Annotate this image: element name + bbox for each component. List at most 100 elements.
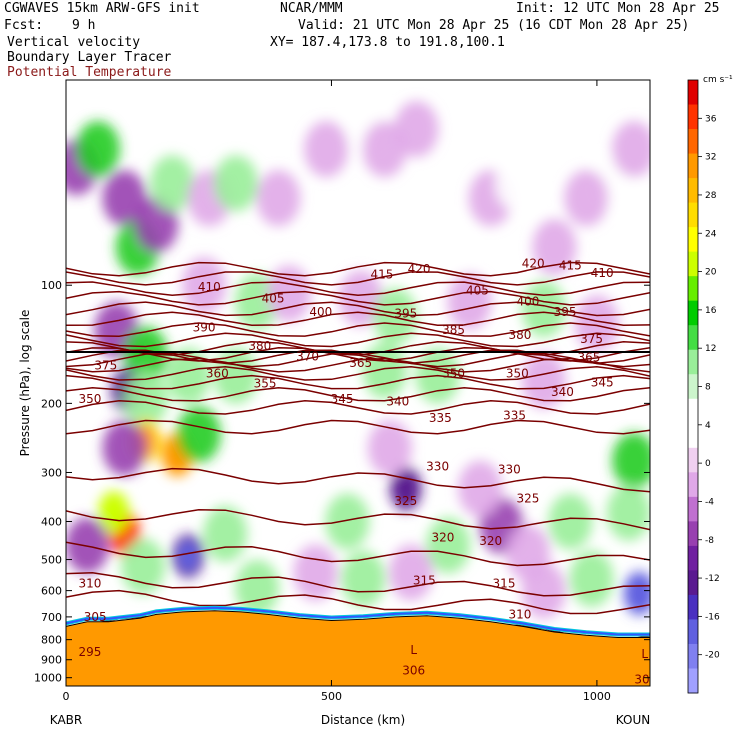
theta-label: 375: [580, 332, 603, 346]
theta-label: 315: [493, 576, 516, 590]
w-cell: [66, 517, 110, 574]
colorbar-tick-label: 8: [705, 383, 711, 393]
colorbar-swatch: [688, 104, 698, 130]
w-cell: [182, 257, 227, 314]
colorbar-tick-label: -8: [705, 536, 714, 546]
w-cell: [564, 170, 609, 227]
theta-contour-410: [66, 281, 650, 297]
theta-label: 400: [516, 294, 539, 308]
colorbar-swatch: [688, 619, 698, 645]
theta-label: 410: [198, 280, 221, 294]
w-cell: [256, 170, 301, 227]
w-cell: [341, 550, 386, 607]
colorbar-tick-label: 32: [705, 153, 716, 163]
theta-label: 330: [426, 460, 449, 474]
field-vertical-velocity: Vertical velocity: [7, 35, 141, 50]
x-left-station: KABR: [50, 713, 82, 727]
theta-label: 415: [559, 258, 582, 272]
colorbar-swatch: [688, 202, 698, 228]
theta-label: 345: [331, 392, 354, 406]
y-tick-label: 200: [41, 397, 62, 410]
terrain: [66, 605, 650, 686]
w-cell: [176, 406, 221, 463]
terrain-fill: [66, 610, 650, 686]
colorbar-swatch: [688, 178, 698, 204]
theta-label: 365: [349, 356, 372, 370]
model-title: CGWAVES 15km ARW-GFS init: [4, 1, 200, 16]
w-cell: [447, 273, 492, 330]
w-cell: [102, 170, 147, 227]
colorbar-swatch: [688, 80, 698, 106]
colorbar-swatch: [688, 545, 698, 571]
theta-contour-380: [66, 341, 650, 356]
w-cell: [325, 493, 370, 550]
theta-label: 350: [506, 367, 529, 381]
plot-area: 410 415 420 420 415 410 405 405 400 400 395 395 390 3…: [66, 80, 650, 686]
theta-contour-345: [66, 386, 650, 402]
x-axis: 0 500 1000: [63, 80, 611, 703]
colorbar-swatch: [688, 570, 698, 596]
theta-label: 335: [503, 409, 526, 423]
theta-contour-330: [66, 467, 650, 493]
theta-contour-315: [66, 571, 650, 597]
colorbar-swatch: [688, 643, 698, 669]
colorbar-tick-label: -12: [705, 574, 720, 584]
colorbar-swatch: [688, 668, 698, 694]
theta-label: 360: [206, 367, 229, 381]
theta-contour-400: [66, 301, 650, 317]
colorbar-tick-label: 20: [705, 268, 717, 278]
w-cell-core: [395, 472, 416, 505]
y-tick-label: 500: [41, 554, 62, 567]
theta-contour-355: [66, 365, 650, 381]
theta-label: 306: [402, 664, 425, 678]
theta-label: 325: [516, 492, 539, 506]
theta-label: 310: [508, 607, 531, 621]
colorbar-tick-label: 28: [705, 191, 717, 201]
theta-contour-375: [66, 346, 650, 362]
valid-time: Valid: 21 UTC Mon 28 Apr 25 (16 CDT Mon …: [298, 18, 690, 33]
y-tick-label: 900: [41, 654, 62, 667]
theta-label: 350: [78, 392, 101, 406]
theta-label: 420: [408, 262, 431, 276]
xy-range: XY= 187.4,173.8 to 191.8,100.1: [270, 35, 505, 50]
w-cell: [426, 219, 471, 276]
colorbar-swatch: [688, 472, 698, 498]
colorbar-tick-label: 36: [705, 114, 717, 124]
w-cell-core: [103, 496, 124, 529]
theta-contour-320: [66, 541, 650, 567]
theta-contour-340: [66, 399, 650, 415]
colorbar-tick-label: 4: [705, 421, 711, 431]
colorbar-swatch: [688, 521, 698, 547]
theta-label: 400: [309, 305, 332, 319]
w-cell: [495, 155, 540, 212]
theta-label: 325: [394, 494, 417, 508]
w-cell: [102, 420, 147, 477]
theta-labels: 410 415 420 420 415 410 405 405 400 400 395 395 390 3…: [78, 256, 649, 686]
theta-label: L: [641, 647, 648, 661]
theta-label: 405: [466, 283, 489, 297]
colorbar-swatch: [688, 251, 698, 277]
w-cell: [612, 121, 650, 178]
init-time: Init: 12 UTC Mon 28 Apr 25: [516, 1, 720, 16]
w-cell: [521, 352, 566, 409]
w-cell: [612, 432, 650, 489]
y-tick-label: 100: [41, 279, 62, 292]
theta-label: 405: [262, 291, 285, 305]
colorbar-tick-label: -20: [705, 651, 720, 661]
w-cell: [293, 544, 338, 601]
colorbar: 36 32 28 24 20 16 12 8 4 0 -4 -8 -12 -16 -20: [687, 79, 720, 694]
fcst-value: 9 h: [72, 18, 96, 33]
terrain-edge-blue: [66, 606, 650, 636]
colorbar-tick-label: 12: [705, 344, 716, 354]
w-cell: [521, 562, 566, 619]
colorbar-swatch: [688, 153, 698, 179]
w-cell: [150, 155, 195, 212]
y-tick-label: 1000: [34, 672, 62, 685]
w-cell: [574, 295, 619, 352]
w-cell: [266, 265, 311, 322]
x-tick-label: 0: [63, 690, 70, 703]
x-tick-label: 1000: [583, 690, 611, 703]
theta-contour-325: [66, 509, 650, 531]
y-tick-label: 600: [41, 585, 62, 598]
theta-label: L: [410, 643, 417, 657]
